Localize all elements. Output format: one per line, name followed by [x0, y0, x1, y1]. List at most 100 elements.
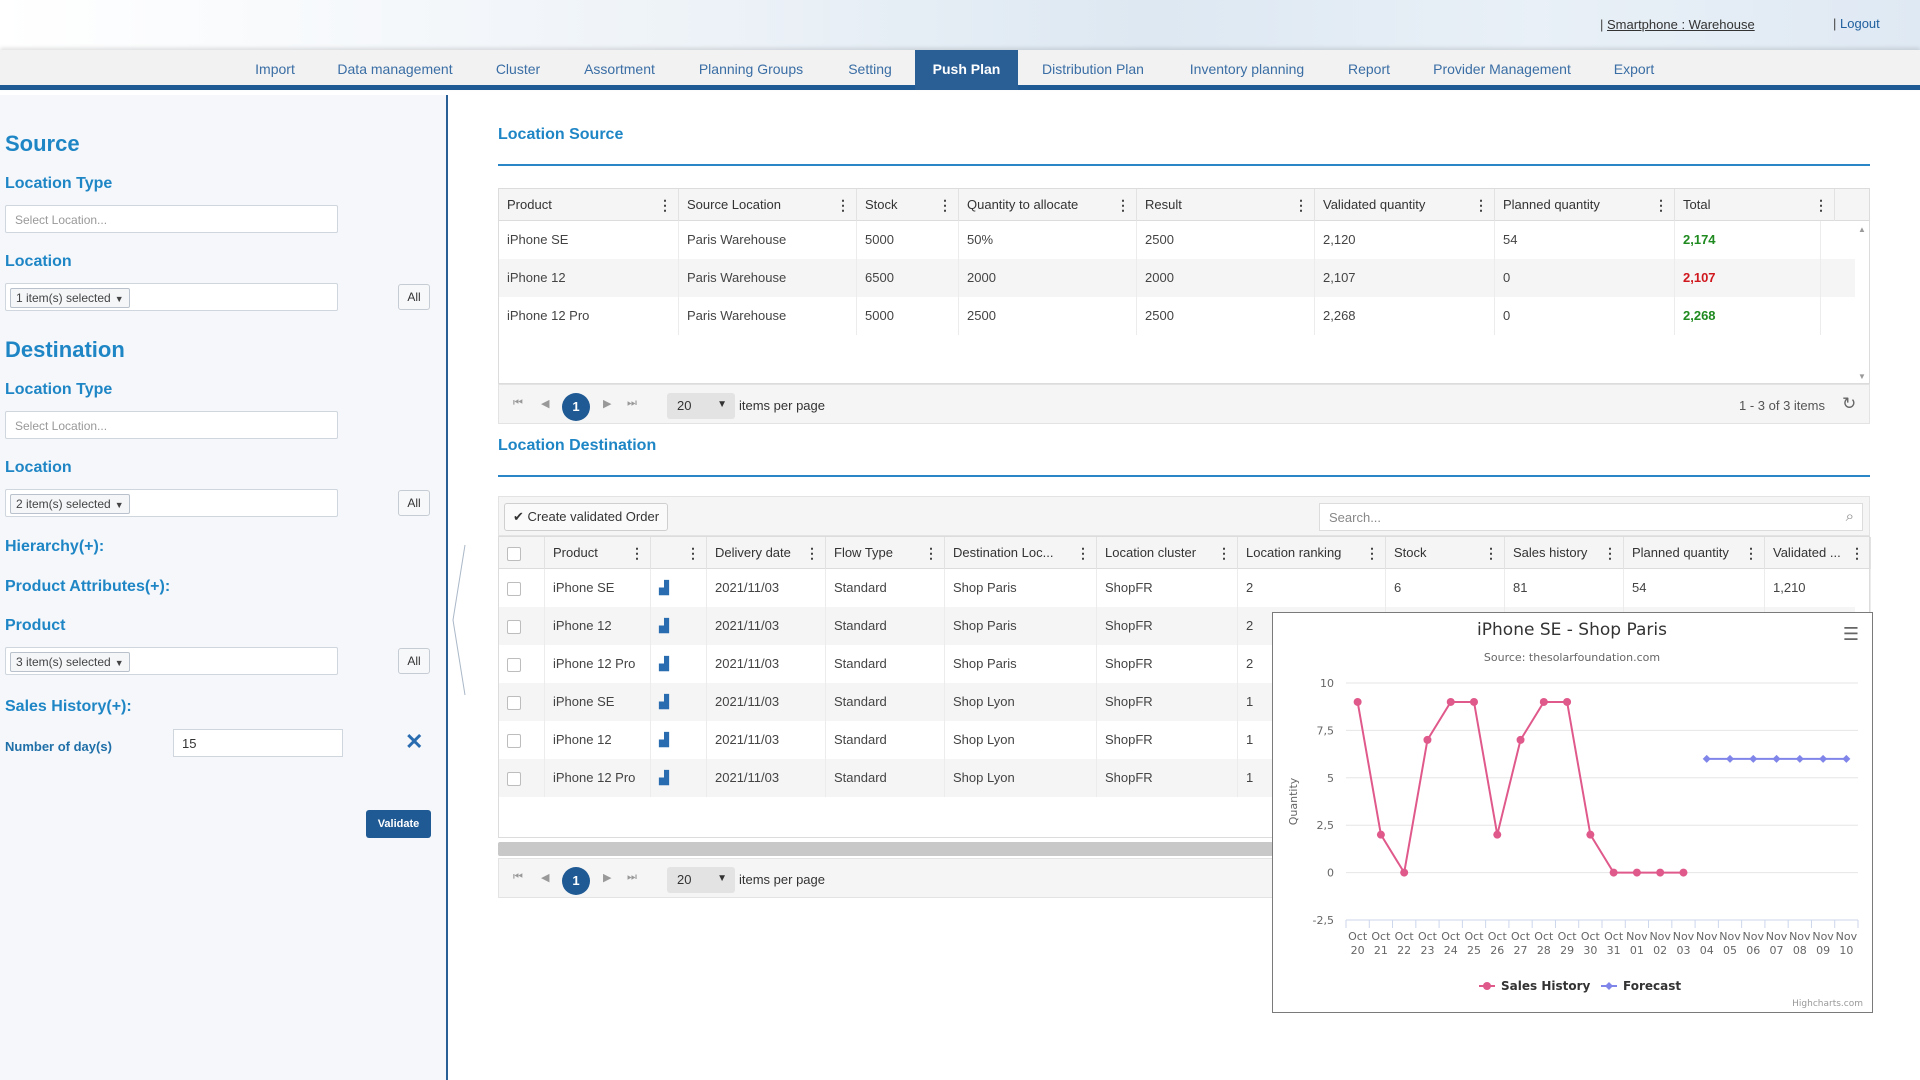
- dest-location-multiselect[interactable]: 2 item(s) selected ▼: [5, 489, 338, 517]
- vertical-scrollbar[interactable]: ▲ ▼: [1855, 221, 1869, 383]
- search-icon[interactable]: ⌕: [1845, 508, 1854, 525]
- last-page-icon[interactable]: ⏭: [627, 397, 637, 409]
- column-menu-icon[interactable]: ⋮: [1744, 545, 1758, 561]
- first-page-icon[interactable]: ⏮: [513, 397, 523, 409]
- selection-chip[interactable]: 2 item(s) selected ▼: [10, 494, 130, 514]
- column-header[interactable]: Planned quantity ⋮: [1624, 537, 1765, 569]
- last-page-icon[interactable]: ⏭: [627, 871, 637, 883]
- nav-push-plan[interactable]: Push Plan: [915, 50, 1018, 90]
- column-header[interactable]: Result ⋮: [1137, 189, 1315, 221]
- user-context-link[interactable]: Smartphone : Warehouse: [1607, 17, 1755, 32]
- source-location-type-input[interactable]: Select Location...: [5, 205, 338, 233]
- first-page-icon[interactable]: ⏮: [513, 871, 523, 883]
- search-input[interactable]: Search... ⌕: [1319, 503, 1863, 531]
- area-chart-icon[interactable]: ▟: [659, 618, 669, 633]
- column-menu-icon[interactable]: ⋮: [1603, 545, 1617, 561]
- column-menu-icon[interactable]: ⋮: [938, 197, 952, 213]
- nav-data-management[interactable]: Data management: [337, 61, 453, 77]
- product-attributes-toggle[interactable]: Product Attributes(+):: [5, 578, 171, 595]
- page-size-select[interactable]: 20 ▼: [667, 867, 735, 893]
- source-location-all-button[interactable]: All: [398, 284, 430, 310]
- column-menu-icon[interactable]: ⋮: [686, 545, 700, 561]
- nav-cluster[interactable]: Cluster: [495, 61, 541, 77]
- dest-location-all-button[interactable]: All: [398, 490, 430, 516]
- area-chart-icon[interactable]: ▟: [659, 656, 669, 671]
- hamburger-menu-icon[interactable]: ☰: [1843, 624, 1859, 645]
- product-all-button[interactable]: All: [398, 648, 430, 674]
- prev-page-icon[interactable]: ◀: [541, 872, 550, 884]
- area-chart-icon[interactable]: ▟: [659, 580, 669, 595]
- row-checkbox[interactable]: [507, 733, 521, 748]
- column-menu-icon[interactable]: ⋮: [1116, 197, 1130, 213]
- column-header[interactable]: Total ⋮: [1675, 189, 1835, 221]
- column-menu-icon[interactable]: ⋮: [1217, 545, 1231, 561]
- panel-splitter[interactable]: [449, 95, 473, 1080]
- nav-export[interactable]: Export: [1613, 61, 1655, 77]
- column-menu-icon[interactable]: ⋮: [1076, 545, 1090, 561]
- column-header[interactable]: Planned quantity ⋮: [1495, 189, 1675, 221]
- page-number[interactable]: 1: [562, 867, 590, 895]
- column-menu-icon[interactable]: ⋮: [1294, 197, 1308, 213]
- page-number[interactable]: 1: [562, 393, 590, 421]
- nav-distribution-plan[interactable]: Distribution Plan: [1042, 61, 1144, 77]
- row-checkbox[interactable]: [507, 619, 521, 634]
- area-chart-icon[interactable]: ▟: [659, 694, 669, 709]
- page-size-select[interactable]: 20 ▼: [667, 393, 735, 419]
- row-checkbox[interactable]: [507, 657, 521, 672]
- column-menu-icon[interactable]: ⋮: [924, 545, 938, 561]
- column-header[interactable]: Delivery date ⋮: [707, 537, 826, 569]
- nav-import[interactable]: Import: [255, 61, 295, 77]
- column-menu-icon[interactable]: ⋮: [1654, 197, 1668, 213]
- horizontal-scrollbar[interactable]: [498, 842, 1273, 856]
- area-chart-icon[interactable]: ▟: [659, 732, 669, 747]
- column-menu-icon[interactable]: ⋮: [658, 197, 672, 213]
- column-header[interactable]: Location cluster ⋮: [1097, 537, 1238, 569]
- column-menu-icon[interactable]: ⋮: [1365, 545, 1379, 561]
- table-row[interactable]: iPhone 12 Paris Warehouse 6500 2000 2000 2,10…: [499, 259, 1855, 297]
- selection-chip[interactable]: 3 item(s) selected ▼: [10, 652, 130, 672]
- source-location-multiselect[interactable]: 1 item(s) selected ▼: [5, 283, 338, 311]
- column-header[interactable]: Flow Type ⋮: [826, 537, 945, 569]
- prev-page-icon[interactable]: ◀: [541, 398, 550, 410]
- nav-report[interactable]: Report: [1347, 61, 1391, 77]
- nav-inventory-planning[interactable]: Inventory planning: [1189, 61, 1305, 77]
- select-all-checkbox[interactable]: [507, 546, 521, 561]
- nav-assortment[interactable]: Assortment: [584, 61, 655, 77]
- refresh-icon[interactable]: ↻: [1842, 394, 1857, 413]
- hierarchy-toggle[interactable]: Hierarchy(+):: [5, 538, 105, 555]
- scroll-down-icon[interactable]: ▼: [1858, 372, 1866, 381]
- column-header[interactable]: Validated quantity ⋮: [1315, 189, 1495, 221]
- column-header[interactable]: Quantity to allocate ⋮: [959, 189, 1137, 221]
- column-header[interactable]: [499, 537, 545, 569]
- column-header[interactable]: Stock ⋮: [857, 189, 959, 221]
- column-header[interactable]: Destination Loc... ⋮: [945, 537, 1097, 569]
- column-menu-icon[interactable]: ⋮: [805, 545, 819, 561]
- dest-location-type-input[interactable]: Select Location...: [5, 411, 338, 439]
- legend-label[interactable]: Sales History: [1501, 979, 1591, 993]
- close-icon[interactable]: ✕: [405, 729, 424, 754]
- column-header[interactable]: Product ⋮: [545, 537, 651, 569]
- table-row[interactable]: iPhone 12 Pro Paris Warehouse 5000 2500 2500…: [499, 297, 1855, 335]
- column-header[interactable]: ⋮: [651, 537, 707, 569]
- column-header[interactable]: Location ranking ⋮: [1238, 537, 1386, 569]
- column-menu-icon[interactable]: ⋮: [836, 197, 850, 213]
- nav-setting[interactable]: Setting: [848, 61, 892, 77]
- next-page-icon[interactable]: ▶: [603, 398, 612, 410]
- scroll-up-icon[interactable]: ▲: [1858, 225, 1866, 234]
- logout-link[interactable]: Logout: [1840, 16, 1880, 31]
- table-row[interactable]: iPhone SE ▟ 2021/11/03 Standard Shop Paris Sh…: [499, 569, 1871, 607]
- column-menu-icon[interactable]: ⋮: [1850, 545, 1864, 561]
- nav-provider-management[interactable]: Provider Management: [1433, 61, 1571, 77]
- product-multiselect[interactable]: 3 item(s) selected ▼: [5, 647, 338, 675]
- days-input[interactable]: 15: [173, 729, 343, 757]
- table-row[interactable]: iPhone SE Paris Warehouse 5000 50% 2500 2,120…: [499, 221, 1855, 259]
- selection-chip[interactable]: 1 item(s) selected ▼: [10, 288, 130, 308]
- column-header[interactable]: Validated ... ⋮: [1765, 537, 1871, 569]
- column-header[interactable]: Sales history ⋮: [1505, 537, 1624, 569]
- column-header[interactable]: Product ⋮: [499, 189, 679, 221]
- column-menu-icon[interactable]: ⋮: [1814, 197, 1828, 213]
- column-header[interactable]: Source Location ⋮: [679, 189, 857, 221]
- area-chart-icon[interactable]: ▟: [659, 770, 669, 785]
- column-menu-icon[interactable]: ⋮: [1474, 197, 1488, 213]
- nav-planning-groups[interactable]: Planning Groups: [698, 61, 804, 77]
